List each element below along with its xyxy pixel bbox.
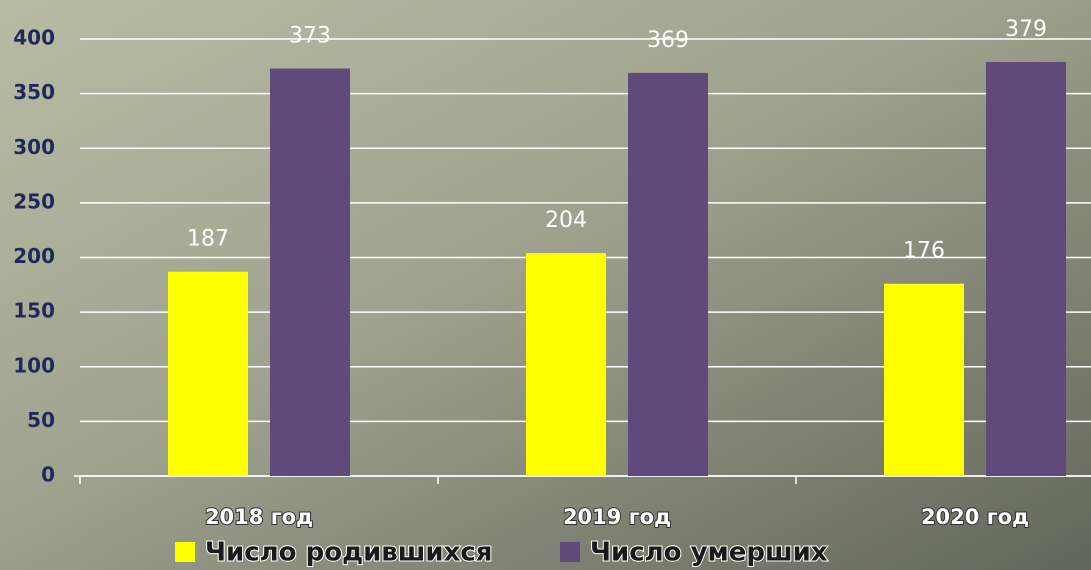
legend-swatch (560, 542, 580, 562)
value-label: 379 (1005, 17, 1047, 42)
y-tick-label: 400 (13, 26, 55, 50)
y-tick-label: 0 (41, 463, 55, 487)
y-tick-label: 350 (13, 80, 55, 104)
value-label: 176 (903, 239, 945, 264)
legend-label: Число умерших (590, 538, 828, 568)
value-label: 369 (647, 28, 689, 53)
legend-swatch (175, 542, 195, 562)
x-tick-label: 2019 год (563, 505, 671, 529)
y-tick-label: 200 (13, 244, 55, 268)
bar (168, 271, 248, 476)
y-tick-label: 300 (13, 135, 55, 159)
value-label: 187 (187, 227, 229, 252)
bar (884, 283, 964, 476)
bar (526, 253, 606, 476)
y-tick-label: 50 (27, 408, 55, 432)
y-tick-label: 250 (13, 189, 55, 213)
bar (986, 61, 1066, 476)
y-tick-label: 100 (13, 353, 55, 377)
legend-label: Число родившихся (205, 538, 492, 568)
bar (270, 68, 350, 476)
x-tick-label: 2018 год (205, 505, 313, 529)
x-tick-label: 2020 год (921, 505, 1029, 529)
value-label: 373 (289, 23, 331, 48)
value-label: 204 (545, 208, 587, 233)
bar (628, 72, 708, 477)
y-tick-label: 150 (13, 299, 55, 323)
